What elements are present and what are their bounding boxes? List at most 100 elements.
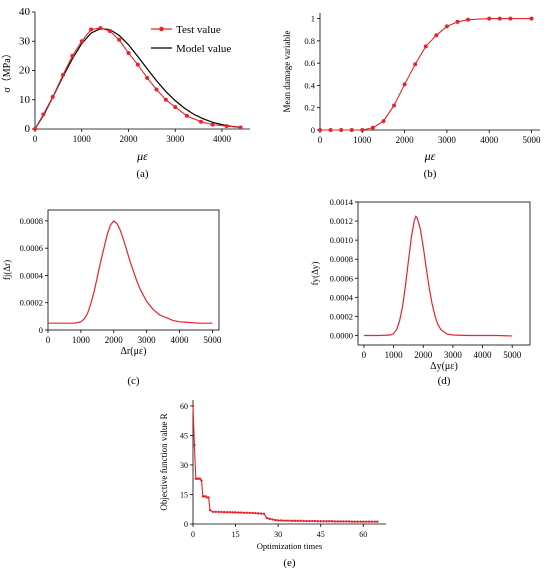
x-tick-label: 0: [33, 134, 38, 144]
y-tick-label: 60: [180, 402, 188, 411]
data-point: [210, 122, 215, 127]
y-tick-label: 0.6: [304, 58, 315, 68]
data-point: [214, 510, 217, 513]
data-point: [271, 518, 274, 521]
data-point: [313, 519, 317, 523]
panel-caption: (d): [438, 375, 451, 387]
panel-0: 0 1000 2000 3000 4000 0 10 20 30 40 με σ（MPa） (a) Tes…: [1, 6, 250, 180]
data-point: [61, 72, 66, 77]
legend-swatch-marker: [159, 26, 164, 32]
x-tick-label: 2000: [414, 350, 433, 360]
y-tick-label: 0.0014: [330, 197, 354, 207]
plot-frame: [47, 209, 220, 331]
y-tick-label: 0.0008: [20, 216, 43, 226]
series-line: [192, 405, 378, 523]
y-axis-title: fj(Δr): [2, 260, 12, 280]
x-tick-label: 4000: [213, 134, 232, 144]
y-tick-label: 0.0000: [330, 330, 353, 340]
data-point: [336, 520, 339, 523]
y-tick-label: 0.2: [304, 103, 315, 113]
x-tick-label: 1000: [72, 335, 91, 345]
data-point: [282, 519, 286, 522]
x-tick-label: 45: [317, 530, 325, 539]
x-tick-label: 2000: [105, 335, 124, 345]
x-tick-label: 30: [274, 530, 282, 539]
y-tick-label: 0.0006: [330, 273, 353, 283]
panel-caption: (e): [283, 557, 296, 569]
data-point: [238, 125, 243, 130]
data-point: [497, 16, 502, 21]
x-tick-label: 3000: [438, 135, 457, 145]
data-point: [224, 124, 229, 129]
y-tick-label: 45: [180, 431, 188, 440]
x-tick-label: 3000: [166, 134, 185, 144]
y-tick-label: 0: [25, 123, 31, 135]
y-tick-label: 0.0002: [330, 311, 353, 321]
data-point: [392, 103, 397, 108]
data-point: [330, 520, 334, 523]
y-tick-label: 0.0002: [20, 298, 43, 308]
data-point: [117, 37, 122, 42]
data-point: [328, 128, 333, 132]
data-point: [339, 520, 342, 523]
x-tick-label: 4000: [171, 335, 190, 345]
data-point: [228, 510, 232, 514]
data-point: [360, 128, 365, 132]
data-point: [107, 29, 112, 34]
data-point: [349, 128, 354, 132]
y-axis-title: Mean damage variable: [282, 31, 292, 113]
panel-3: 0 1000 2000 3000 4000 5000 0.0000 0.0002 0.0004 0…: [310, 197, 531, 387]
data-point: [262, 512, 266, 515]
data-point: [293, 519, 297, 523]
data-point: [296, 519, 300, 523]
data-point: [268, 517, 271, 521]
y-tick-label: 0: [311, 125, 315, 135]
y-tick-label: 0: [184, 520, 188, 529]
y-tick-label: 0.4: [304, 80, 315, 90]
data-point: [223, 510, 226, 514]
series-line: [363, 215, 513, 337]
data-point: [444, 24, 449, 29]
data-point: [198, 119, 203, 124]
x-tick-label: 0: [191, 530, 195, 539]
data-point: [200, 479, 203, 482]
y-tick-label: 0.0012: [330, 216, 353, 226]
data-point: [370, 520, 374, 523]
y-tick-label: 1: [311, 14, 315, 24]
data-point: [33, 127, 37, 131]
data-point: [316, 520, 320, 523]
data-point: [79, 39, 84, 44]
data-point: [193, 444, 196, 447]
y-tick-label: 20: [19, 65, 31, 77]
y-tick-label: 0.0006: [20, 243, 43, 253]
x-tick-label: 5000: [203, 335, 222, 345]
y-tick-label: 40: [19, 6, 31, 18]
y-tick-label: 30: [180, 461, 188, 470]
data-point: [211, 510, 215, 513]
data-point: [184, 113, 189, 118]
data-point: [333, 520, 337, 523]
data-point: [318, 128, 322, 132]
data-point: [319, 520, 322, 523]
y-axis-title: fy(Δy): [310, 262, 320, 286]
x-tick-label: 0: [318, 135, 323, 145]
data-point: [434, 33, 439, 38]
x-tick-label: 0: [46, 335, 51, 345]
panel-caption: (a): [136, 168, 149, 180]
data-point: [220, 510, 223, 514]
data-point: [339, 128, 344, 132]
data-point: [308, 519, 311, 523]
y-tick-label: 15: [180, 490, 188, 499]
data-point: [231, 511, 234, 514]
y-tick-label: 10: [19, 94, 31, 106]
x-tick-label: 4000: [474, 350, 493, 360]
data-point: [135, 62, 140, 67]
panel-1: 0 1000 2000 3000 4000 5000 0 0.2 0.4 0.6 0.8 1 με Mea…: [282, 13, 541, 180]
series-line: [48, 220, 213, 324]
data-point: [251, 511, 254, 515]
data-point: [163, 97, 168, 102]
legend-label: Test value: [176, 24, 221, 36]
data-point: [302, 519, 305, 523]
data-point: [285, 519, 288, 522]
data-point: [381, 119, 386, 124]
